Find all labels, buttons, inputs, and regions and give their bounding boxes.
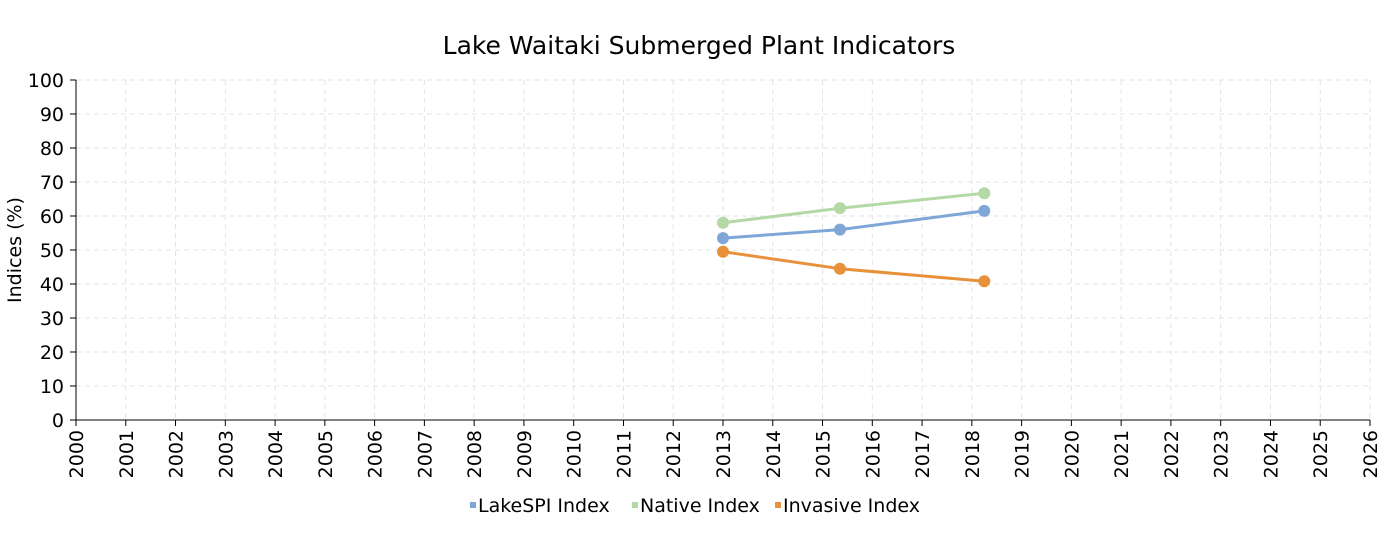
axes: 0 10 20 30 40 50 60 70 80 90 100 2000 2001 2002 2003 20… [28, 70, 1382, 478]
x-tick-label: 2018 [962, 430, 984, 478]
data-point-lakespi-index [833, 223, 846, 236]
x-tick-label: 2014 [763, 430, 785, 478]
series-line-native-index [722, 191, 985, 225]
y-tick-label: 20 [40, 342, 64, 364]
legend-swatch-native-index [632, 502, 638, 508]
y-tick-label: 80 [40, 138, 64, 160]
x-tick-label: 2015 [813, 430, 835, 478]
x-tick-label: 2011 [613, 430, 635, 478]
x-tick-label: 2006 [365, 430, 387, 478]
series-invasive-index [717, 245, 991, 288]
x-tick-label: 2024 [1260, 430, 1282, 478]
x-tick-label: 2004 [265, 430, 287, 478]
y-tick-label: 70 [40, 172, 64, 194]
data-point-native-index [978, 187, 991, 200]
data-point-native-index [833, 202, 846, 215]
series-line-invasive-index [722, 250, 985, 283]
y-tick-label: 30 [40, 308, 64, 330]
series-layer [717, 187, 991, 288]
legend-swatch-lakespi-index [470, 502, 476, 508]
x-tick-label: 2013 [713, 430, 735, 478]
x-tick-label: 2002 [166, 430, 188, 478]
x-tick-label: 2021 [1111, 430, 1133, 478]
x-tick-label: 2009 [514, 430, 536, 478]
x-tick-label: 2023 [1211, 430, 1233, 478]
x-tick-label: 2022 [1161, 430, 1183, 478]
legend-label-lakespi-index: LakeSPI Index [478, 495, 610, 517]
legend-swatch-invasive-index [775, 502, 781, 508]
series-lakespi-index [717, 204, 991, 245]
data-point-native-index [717, 216, 729, 229]
data-point-invasive-index [978, 275, 991, 288]
x-tick-label: 2012 [663, 430, 685, 478]
x-tick-label: 2019 [1012, 430, 1034, 478]
y-tick-label: 0 [52, 410, 64, 432]
y-tick-label: 90 [40, 104, 64, 126]
data-point-lakespi-index [978, 204, 991, 217]
y-axis-label: Indices (%) [4, 197, 26, 303]
x-tick-label: 2016 [862, 430, 884, 478]
x-tick-label: 2017 [912, 430, 934, 478]
legend: LakeSPI Index Native Index Invasive Index [470, 495, 920, 517]
x-tick-label: 2025 [1310, 430, 1332, 478]
x-tick-label: 2020 [1061, 430, 1083, 478]
x-tick-label: 2005 [315, 430, 337, 478]
chart-title: Lake Waitaki Submerged Plant Indicators [443, 31, 956, 60]
y-tick-label: 40 [40, 274, 64, 296]
data-point-lakespi-index [717, 232, 729, 245]
x-tick-label: 2003 [215, 430, 237, 478]
x-tick-label: 2001 [116, 430, 138, 478]
data-point-invasive-index [717, 245, 729, 258]
legend-item-native-index: Native Index [632, 495, 760, 517]
x-tick-label: 2026 [1360, 430, 1382, 478]
y-tick-label: 60 [40, 206, 64, 228]
series-line-lakespi-index [722, 209, 985, 240]
y-tick-label: 100 [28, 70, 64, 92]
grid [76, 79, 1371, 420]
legend-item-invasive-index: Invasive Index [775, 495, 920, 517]
y-tick-label: 50 [40, 240, 64, 262]
legend-label-invasive-index: Invasive Index [783, 495, 920, 517]
series-native-index [717, 187, 991, 229]
x-tick-label: 2007 [414, 430, 436, 478]
legend-label-native-index: Native Index [640, 495, 760, 517]
legend-item-lakespi-index: LakeSPI Index [470, 495, 610, 517]
x-tick-label: 2008 [464, 430, 486, 478]
x-tick-label: 2000 [66, 430, 88, 478]
x-tick-label: 2010 [564, 430, 586, 478]
y-tick-label: 10 [40, 376, 64, 398]
data-point-invasive-index [833, 262, 846, 275]
